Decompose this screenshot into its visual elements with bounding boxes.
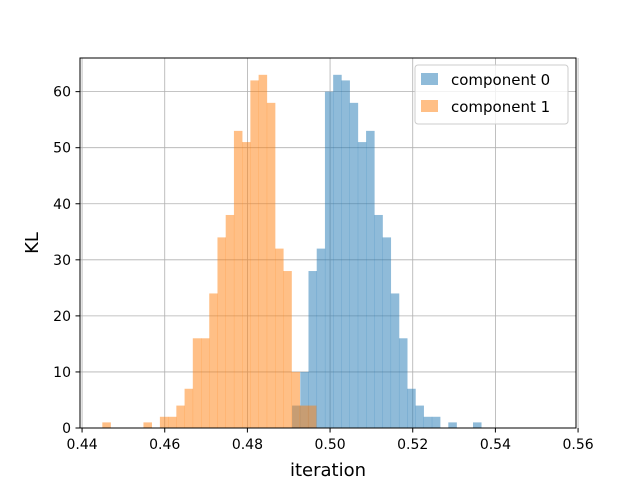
- bar-component-1: [266, 102, 276, 429]
- bar-component-0: [423, 416, 433, 428]
- bar-component-1: [225, 214, 235, 428]
- bar-component-0: [300, 371, 309, 428]
- y-tick-label: 20: [53, 309, 71, 325]
- bar-component-0: [472, 422, 482, 428]
- y-tick-label: 40: [53, 197, 71, 213]
- bar-component-0: [407, 388, 416, 428]
- bar-component-1: [250, 80, 259, 428]
- bar-component-0: [349, 102, 359, 429]
- legend-box: [414, 64, 569, 125]
- bar-component-0: [431, 416, 441, 428]
- y-tick-label: 30: [53, 253, 71, 269]
- bar-component-0: [357, 142, 367, 428]
- x-tick-label: 0.54: [480, 437, 511, 453]
- x-tick-label: 0.56: [562, 437, 593, 453]
- bar-component-1: [299, 405, 309, 428]
- bar-component-0: [398, 338, 408, 428]
- bar-component-1: [168, 416, 177, 428]
- bar-component-1: [102, 422, 111, 428]
- legend-label-component-0: component 0: [451, 71, 550, 89]
- bar-component-1: [217, 237, 226, 428]
- y-tick-label: 10: [53, 365, 71, 381]
- y-tick-label: 0: [62, 421, 71, 437]
- bar-component-1: [233, 130, 243, 428]
- bar-component-0: [341, 80, 350, 428]
- bar-component-1: [258, 74, 268, 429]
- y-tick-label: 50: [53, 141, 71, 157]
- legend-swatch-component-0: [421, 73, 438, 85]
- bar-component-0: [308, 271, 318, 428]
- bar-component-1: [242, 142, 251, 428]
- bar-component-0: [382, 237, 392, 428]
- x-tick-label: 0.52: [397, 437, 428, 453]
- bar-component-1: [143, 422, 152, 428]
- y-axis-ticks: 0 10 20 30 40 50 60: [53, 85, 80, 437]
- x-axis-ticks: 0.44 0.46 0.48 0.50 0.52 0.54 0.56: [66, 428, 594, 453]
- x-tick-label: 0.50: [314, 437, 345, 453]
- plot-frame: [79, 57, 577, 429]
- y-axis-label: KL: [22, 232, 43, 254]
- legend-label-component-1: component 1: [451, 98, 550, 116]
- bar-component-1: [209, 293, 218, 428]
- bar-component-0: [333, 74, 342, 429]
- x-tick-label: 0.44: [66, 437, 97, 453]
- histogram-bars: [102, 74, 482, 429]
- x-tick-label: 0.46: [149, 437, 180, 453]
- bar-component-0: [448, 422, 457, 428]
- bar-component-1: [283, 271, 292, 428]
- bar-component-0: [374, 214, 383, 428]
- bar-component-0: [324, 91, 334, 429]
- y-tick-label: 60: [53, 85, 71, 101]
- bar-component-0: [415, 405, 424, 428]
- legend-swatch-component-1: [421, 100, 438, 112]
- bar-component-1: [201, 338, 210, 428]
- bar-component-1: [184, 388, 194, 428]
- bar-component-0: [316, 248, 326, 428]
- bar-component-1: [275, 248, 284, 428]
- bar-component-1: [307, 405, 317, 428]
- bar-component-1: [176, 405, 185, 428]
- bar-component-1: [159, 416, 169, 428]
- bar-component-0: [366, 130, 375, 428]
- bar-component-1: [291, 371, 301, 428]
- x-tick-label: 0.48: [232, 437, 263, 453]
- legend: component 0 component 1: [414, 64, 569, 125]
- bar-component-1: [192, 338, 202, 428]
- x-axis-label: iteration: [290, 460, 366, 480]
- bar-component-0: [390, 293, 400, 428]
